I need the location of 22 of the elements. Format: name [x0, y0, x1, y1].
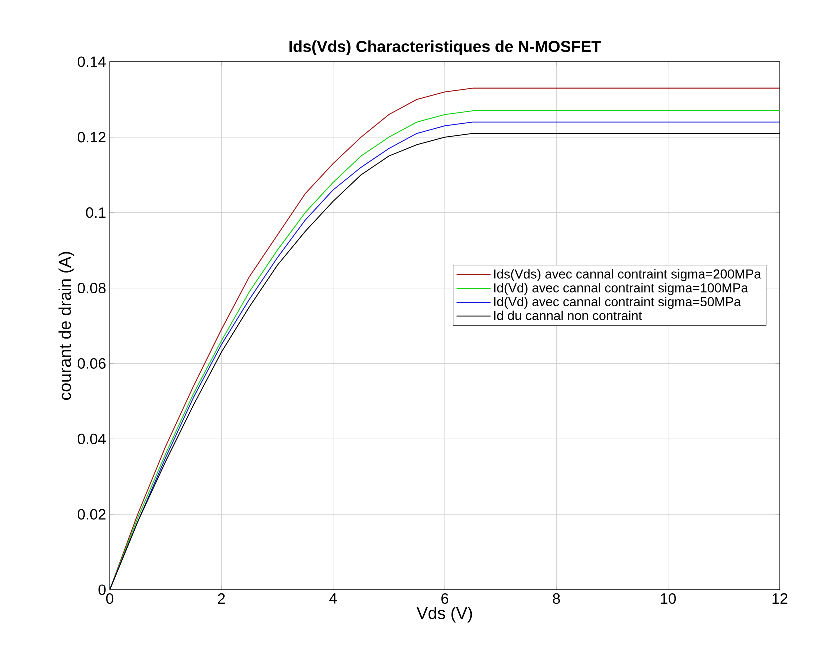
legend-label: Id du cannal non contraint — [494, 310, 642, 320]
y-axis-title: courant de drain (A) — [58, 252, 75, 400]
y-tick-label: 0.1 — [86, 208, 106, 218]
y-tick-label: 0.04 — [78, 434, 106, 444]
y-tick-label: 0.02 — [78, 509, 106, 520]
x-tick-label: 10 — [661, 594, 676, 604]
y-tick-label: 0.06 — [78, 358, 106, 369]
y-tick-label: 0.14 — [78, 56, 106, 68]
legend-label: Ids(Vds) avec cannal contraint sigma=200MPa — [494, 269, 762, 282]
x-tick-label: 2 — [218, 594, 226, 604]
legend-label: Id(Vd) avec cannal contraint sigma=100MPa — [494, 283, 748, 296]
x-tick-label: 4 — [330, 594, 338, 604]
y-tick-label: 0.12 — [78, 132, 106, 143]
chart-title: Ids(Vds) Characteristiques de N-MOSFET — [290, 40, 602, 56]
x-tick-label: 12 — [772, 594, 788, 604]
legend-label: Id(Vd) avec cannal contraint sigma=50MPa — [494, 297, 742, 310]
x-axis-title: Vds (V) — [416, 606, 472, 623]
y-tick-label: 0 — [98, 584, 106, 596]
x-tick-label: 6 — [442, 594, 449, 604]
x-tick-label: 8 — [553, 594, 560, 604]
y-tick-label: 0.08 — [78, 282, 106, 294]
x-tick-label: 0 — [106, 594, 114, 604]
